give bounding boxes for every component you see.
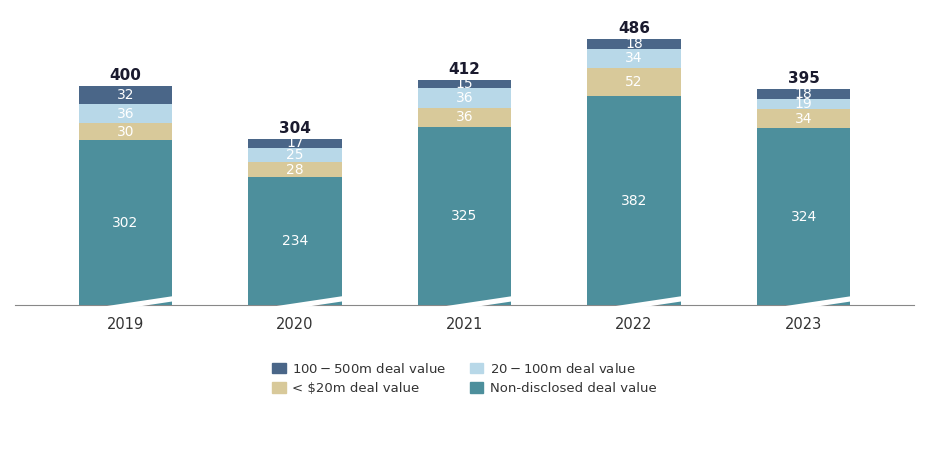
Text: 302: 302 xyxy=(112,216,138,230)
Legend: $100-$500m deal value, < $20m deal value, $20-$100m deal value, Non-disclosed de: $100-$500m deal value, < $20m deal value… xyxy=(267,356,661,401)
Text: 36: 36 xyxy=(116,107,134,121)
Bar xyxy=(586,39,680,49)
Bar xyxy=(248,148,342,162)
Text: 234: 234 xyxy=(281,234,308,249)
Text: 486: 486 xyxy=(617,22,650,37)
Bar xyxy=(248,139,342,148)
Text: 52: 52 xyxy=(625,75,642,89)
Bar xyxy=(586,67,680,96)
Bar xyxy=(756,128,849,306)
Text: 304: 304 xyxy=(278,121,311,136)
Text: 18: 18 xyxy=(794,87,812,101)
Text: 18: 18 xyxy=(625,37,642,51)
Bar xyxy=(418,127,510,306)
Text: 36: 36 xyxy=(456,110,472,124)
Text: 19: 19 xyxy=(794,97,812,111)
Bar xyxy=(248,177,342,306)
Text: 412: 412 xyxy=(448,62,480,77)
Bar xyxy=(418,88,510,108)
Bar xyxy=(586,49,680,67)
Text: 15: 15 xyxy=(456,77,472,91)
Text: 28: 28 xyxy=(286,162,303,176)
Bar xyxy=(79,124,172,140)
Text: 34: 34 xyxy=(625,51,642,65)
Text: 34: 34 xyxy=(794,111,812,125)
Bar xyxy=(248,162,342,177)
Bar xyxy=(586,96,680,306)
Text: 395: 395 xyxy=(787,71,818,86)
Text: 32: 32 xyxy=(116,88,134,102)
Bar xyxy=(418,108,510,127)
Bar xyxy=(756,89,849,99)
Text: 36: 36 xyxy=(456,91,472,105)
Text: 30: 30 xyxy=(116,124,134,139)
Text: 382: 382 xyxy=(620,194,647,208)
Bar xyxy=(756,109,849,128)
Text: 324: 324 xyxy=(790,210,816,224)
Text: 25: 25 xyxy=(286,148,303,162)
Text: 17: 17 xyxy=(286,137,303,151)
Bar xyxy=(79,86,172,104)
Text: 400: 400 xyxy=(110,68,141,83)
Text: 325: 325 xyxy=(451,209,477,223)
Bar xyxy=(418,80,510,88)
Bar xyxy=(79,104,172,124)
Bar xyxy=(756,99,849,109)
Bar xyxy=(79,140,172,306)
